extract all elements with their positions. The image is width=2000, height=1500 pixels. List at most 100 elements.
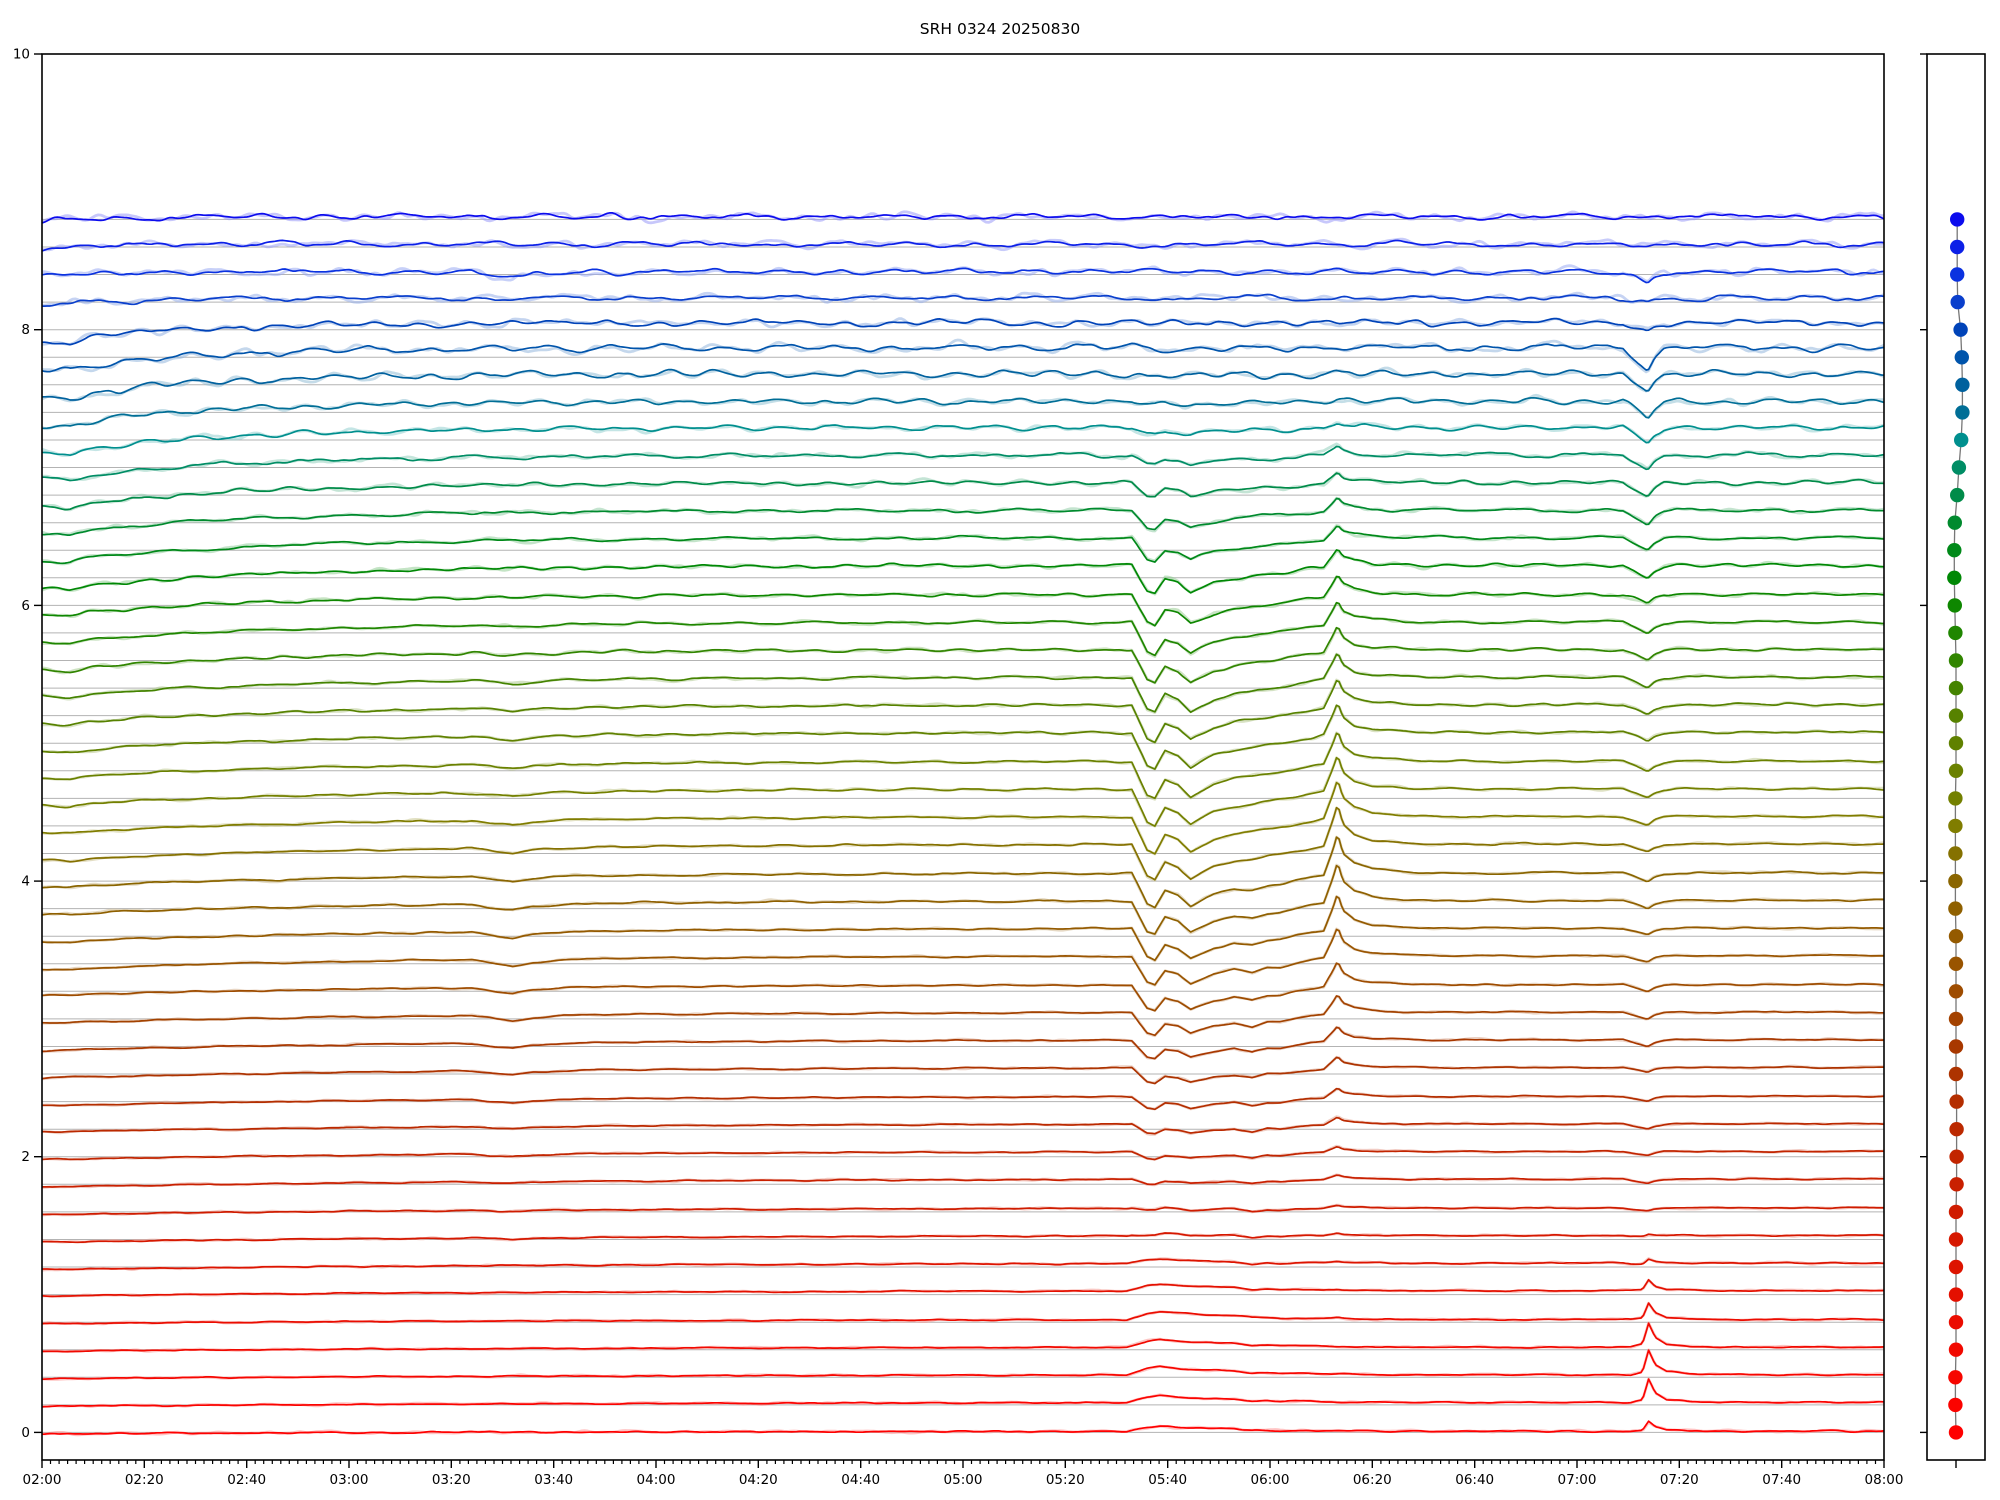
- spectrum-dot: [1948, 873, 1963, 889]
- x-tick-label: 07:40: [1762, 1472, 1801, 1488]
- spectrum-dot: [1947, 570, 1962, 585]
- spectrum-dot: [1949, 1149, 1964, 1164]
- trace-line: [42, 601, 1884, 657]
- trace-line-raw: [42, 524, 1884, 566]
- x-tick-label: 04:00: [637, 1472, 676, 1488]
- spectrum-dot: [1954, 432, 1969, 448]
- spectrum-dot: [1948, 625, 1963, 641]
- trace-lines: [42, 210, 1884, 1437]
- trace-line: [42, 756, 1884, 827]
- spectrum-dot: [1948, 708, 1964, 723]
- spectrum-dot: [1953, 322, 1968, 337]
- spectrum-dot: [1948, 1425, 1964, 1440]
- trace-line-raw: [42, 1301, 1884, 1326]
- trace-line-raw: [42, 1257, 1884, 1272]
- spectrum-dot: [1950, 239, 1965, 255]
- trace-line: [42, 1322, 1884, 1353]
- spectrum-dot: [1948, 1066, 1964, 1082]
- x-tick-label: 02:20: [125, 1472, 164, 1488]
- trace-line: [42, 472, 1884, 511]
- x-tick-label: 03:40: [534, 1472, 573, 1488]
- trace-line: [42, 396, 1884, 430]
- trace-line: [42, 653, 1884, 714]
- trace-line-raw: [42, 962, 1884, 1012]
- y-tick-label: 6: [21, 598, 30, 614]
- trace-line: [42, 781, 1884, 855]
- trace-line-raw: [42, 1025, 1884, 1060]
- spectrum-dot: [1948, 653, 1964, 668]
- x-tick-label: 05:00: [944, 1472, 983, 1488]
- x-tick-label: 06:40: [1455, 1472, 1494, 1488]
- trace-line: [42, 928, 1884, 986]
- spectrum-dot: [1948, 818, 1963, 834]
- trace-line-raw: [42, 338, 1884, 374]
- spectrum-dot: [1948, 1204, 1964, 1220]
- plot-title: SRH 0324 20250830: [919, 20, 1081, 38]
- trace-line-raw: [42, 471, 1884, 512]
- spectrum-dot: [1948, 680, 1964, 696]
- trace-line: [42, 626, 1884, 684]
- spectrum-dot: [1948, 846, 1963, 861]
- spectrum-dot: [1955, 377, 1970, 392]
- trace-line: [42, 549, 1884, 595]
- y-tick-label: 4: [21, 874, 30, 890]
- x-tick-label: 08:00: [1865, 1472, 1904, 1488]
- spectrum-dot: [1948, 1287, 1964, 1302]
- spectrum-dot: [1950, 487, 1965, 503]
- spectrum-dot: [1950, 212, 1965, 227]
- trace-line-raw: [42, 994, 1884, 1038]
- x-tick-label: 07:00: [1558, 1472, 1597, 1488]
- x-tick-label: 02:40: [227, 1472, 266, 1488]
- spectrum-dot: [1948, 956, 1964, 971]
- y-tick-label: 8: [21, 322, 30, 338]
- x-tick-label: 06:00: [1251, 1472, 1290, 1488]
- trace-line: [42, 575, 1884, 627]
- x-tick-label: 03:00: [330, 1472, 369, 1488]
- trace-line: [42, 317, 1884, 346]
- trace-line: [42, 368, 1884, 401]
- y-tick-label: 0: [21, 1425, 30, 1441]
- trace-line-raw: [42, 442, 1884, 481]
- spectrum-dot: [1949, 1122, 1964, 1137]
- trace-line-raw: [42, 291, 1884, 307]
- trace-line-raw: [42, 393, 1884, 431]
- trace-line: [42, 864, 1884, 935]
- trace-line: [42, 836, 1884, 909]
- trace-line: [42, 1146, 1884, 1161]
- trace-line: [42, 211, 1884, 224]
- trace-line: [42, 293, 1884, 308]
- trace-line: [42, 342, 1884, 373]
- y-tick-label: 10: [13, 47, 30, 63]
- trace-line: [42, 445, 1884, 482]
- trace-line: [42, 1278, 1884, 1298]
- trace-line: [42, 1378, 1884, 1408]
- spectrum-panel: [1920, 53, 1986, 1468]
- trace-line: [42, 1232, 1884, 1244]
- y-tick-label: 2: [21, 1149, 30, 1165]
- spectrum-dot: [1948, 1011, 1964, 1027]
- spectrum-dot: [1948, 791, 1963, 806]
- trace-line: [42, 1420, 1884, 1436]
- trace-line: [42, 267, 1884, 284]
- trace-line: [42, 806, 1884, 881]
- spectrum-dot: [1947, 515, 1963, 530]
- trace-line: [42, 1116, 1884, 1135]
- spectrum-dot: [1948, 901, 1963, 916]
- trace-line: [42, 1026, 1884, 1060]
- trace-line: [42, 525, 1884, 565]
- x-tick-label: 04:40: [841, 1472, 880, 1488]
- trace-line: [42, 1174, 1884, 1188]
- main-axes: 02:00 02:20 02:40 03:00 03:20 03:40 04:00 04:20…: [13, 47, 1904, 1489]
- spectrum-dot: [1948, 1342, 1964, 1357]
- trace-line-raw: [42, 210, 1884, 225]
- spectrum-dot: [1948, 736, 1964, 751]
- spectrum-dot: [1947, 543, 1962, 558]
- spectrum-dot: [1948, 1039, 1964, 1054]
- trace-line: [42, 1349, 1884, 1381]
- trace-line-raw: [42, 1055, 1884, 1085]
- trace-line: [42, 704, 1884, 770]
- x-tick-label: 06:20: [1353, 1472, 1392, 1488]
- trace-line: [42, 995, 1884, 1037]
- spectrum-dot: [1948, 1232, 1964, 1247]
